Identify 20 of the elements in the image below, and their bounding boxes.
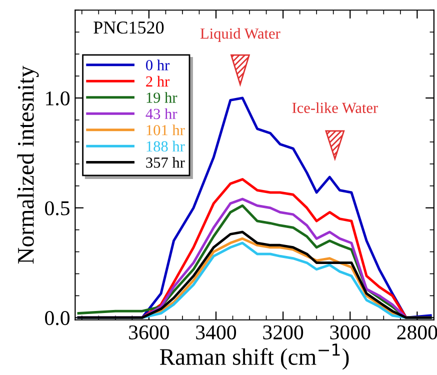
x-tick-label: 3400 xyxy=(196,325,236,340)
annotation: Liquid Water xyxy=(200,28,280,42)
x-tick-label: 3000 xyxy=(330,325,370,340)
y-tick-label: 1.0 xyxy=(46,91,70,106)
x-tick-label: 2800 xyxy=(397,325,437,340)
legend-label: 101 hr xyxy=(146,124,185,136)
legend-label: 2 hr xyxy=(146,76,170,86)
legend-label: 357 hr xyxy=(146,157,185,168)
annotation: PNC1520 xyxy=(94,21,164,34)
x-axis-title: Raman shift (cm$^{−1}$) xyxy=(160,344,349,370)
x-tick-label: 3600 xyxy=(129,325,169,340)
y-tick-label: 0.0 xyxy=(45,311,70,326)
legend-label: 0 hr xyxy=(146,60,170,70)
y-axis-title: Normalized intesnity xyxy=(17,66,39,264)
legend-label: 188 hr xyxy=(146,140,185,152)
y-tick-label: 0.5 xyxy=(45,201,70,216)
legend-label: 43 hr xyxy=(146,108,178,120)
x-tick-label: 3200 xyxy=(263,325,304,340)
legend-label: 19 hr xyxy=(146,92,178,103)
annotation: Ice-like Water xyxy=(292,102,378,114)
